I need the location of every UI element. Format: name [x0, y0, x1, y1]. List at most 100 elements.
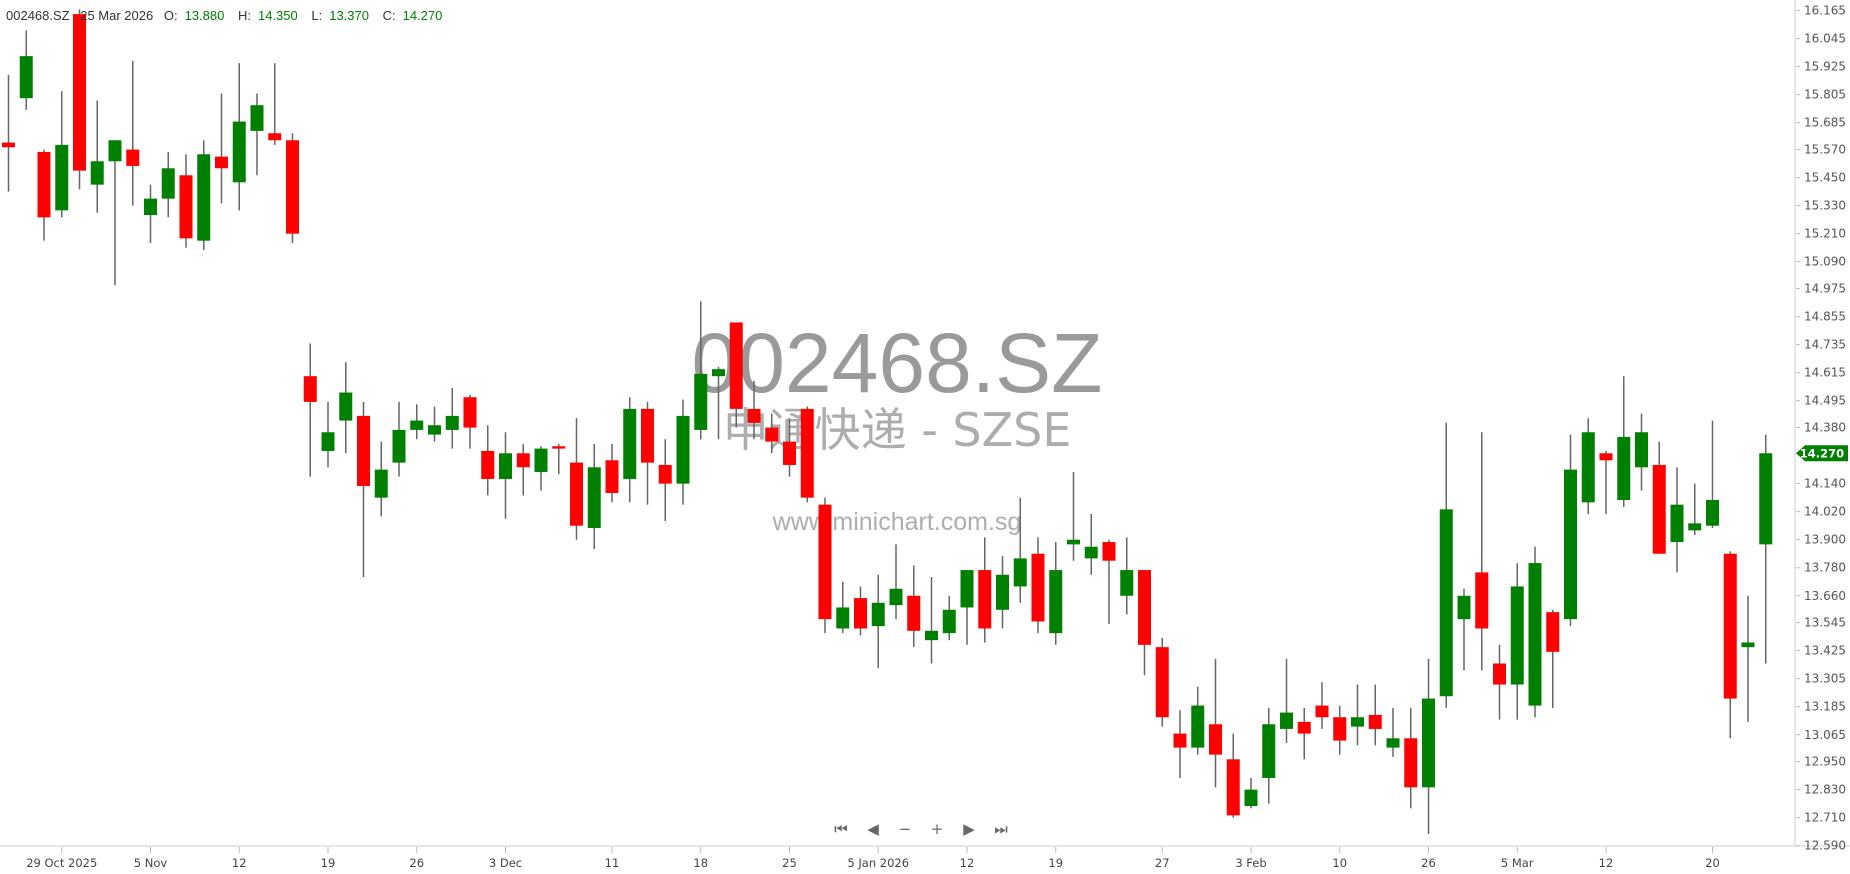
watermark-name: 申通快递 - SZSE [723, 403, 1072, 457]
y-tick-label: 15.330 [1804, 199, 1846, 213]
y-tick-label: 15.805 [1804, 88, 1846, 102]
candle-body [1386, 738, 1400, 748]
candle-body [960, 570, 974, 608]
candle [250, 93, 264, 176]
candle [1244, 777, 1258, 809]
candle-body [587, 467, 601, 529]
candle-body [658, 464, 672, 484]
candle [1493, 644, 1506, 720]
y-tick-label: 14.380 [1804, 421, 1846, 435]
candle [445, 387, 459, 449]
candle [1031, 537, 1045, 634]
candle [1209, 658, 1222, 788]
prev-button[interactable]: ◀ [867, 820, 879, 838]
last-price-tag: 14.270 [1796, 445, 1848, 462]
candle [960, 570, 974, 645]
candle-body [1297, 721, 1311, 734]
candle [978, 537, 992, 643]
candle-body [499, 453, 512, 479]
y-tick-label: 13.065 [1804, 728, 1846, 742]
candle-body [712, 369, 725, 377]
candle [712, 366, 725, 440]
candle [73, 9, 86, 190]
candle [428, 406, 441, 442]
candle-body [1404, 738, 1418, 788]
candle-body [1528, 563, 1542, 706]
x-axis: 29 Oct 2025 5 Nov 12 19 26 3 Dec 11 18 25 5 Jan 2… [26, 847, 1720, 870]
candle [1457, 588, 1471, 671]
zoom-in-button[interactable]: + [930, 820, 944, 838]
candle [1262, 707, 1276, 804]
candle-body [623, 408, 637, 479]
x-tick-label: 18 [693, 856, 708, 870]
candle-body [1173, 733, 1187, 748]
candle [1120, 537, 1134, 615]
candle-body [250, 105, 264, 131]
candle [499, 432, 512, 519]
candle-body [1670, 504, 1684, 543]
candle [552, 443, 566, 475]
candle-body [800, 408, 814, 498]
candle [676, 399, 690, 505]
y-tick-label: 15.210 [1804, 227, 1846, 241]
candle [1297, 707, 1311, 760]
symbol-label: 002468.SZ [6, 8, 70, 23]
first-button[interactable]: ⏮ [834, 820, 848, 838]
y-tick-label: 13.900 [1804, 533, 1846, 547]
candle-body [232, 121, 246, 183]
candle-body [1315, 705, 1329, 718]
watermark-site: www.minichart.com.sg [772, 508, 1022, 536]
y-tick-label: 14.140 [1804, 477, 1846, 491]
candle [1102, 539, 1116, 624]
y-tick-label: 15.570 [1804, 143, 1846, 157]
candle [1546, 609, 1560, 708]
y-tick-label: 12.710 [1804, 811, 1846, 825]
candle-body [445, 415, 459, 430]
candle [126, 60, 140, 206]
candle [1688, 483, 1702, 536]
zoom-out-button[interactable]: − [898, 820, 912, 838]
y-tick-label: 13.545 [1804, 616, 1846, 630]
candle [463, 394, 477, 449]
last-price-tag-shape [1796, 445, 1848, 462]
candle [836, 581, 850, 634]
candle [374, 441, 388, 517]
candle [1084, 514, 1098, 575]
candle [1013, 497, 1027, 603]
x-tick-label: 10 [1332, 856, 1347, 870]
x-tick-label: 29 Oct 2025 [26, 856, 97, 870]
candle-body [1226, 759, 1240, 816]
candle-body [871, 602, 885, 627]
candle-body [1209, 724, 1222, 755]
high-value: 14.350 [257, 8, 298, 23]
candle-body [1244, 789, 1258, 807]
candle-body [1439, 509, 1453, 697]
candle-body [1067, 539, 1080, 545]
candle-body [286, 140, 299, 234]
candle-body [783, 441, 796, 465]
candle-body [765, 427, 779, 442]
next-button[interactable]: ▶ [963, 820, 975, 838]
candle [1510, 563, 1524, 720]
candle-body [1422, 698, 1435, 788]
last-button[interactable]: ⏭ [994, 820, 1008, 838]
candle-body [836, 607, 850, 629]
y-tick-label: 12.590 [1804, 839, 1846, 853]
candle-body [1741, 642, 1755, 648]
candle-body [161, 168, 175, 199]
candle-body [925, 630, 938, 641]
candle [783, 418, 796, 477]
x-tick-label: 12 [1599, 856, 1614, 870]
candle [1581, 418, 1595, 515]
ohlc-header: 002468.SZ 25 Mar 2026 O: 13.880 H: 14.350 … [6, 8, 452, 23]
candle [587, 443, 601, 550]
x-tick-label: 27 [1155, 856, 1170, 870]
candle [410, 404, 424, 440]
candle-body [1049, 570, 1063, 634]
candle-body [1706, 499, 1719, 526]
candle [1351, 684, 1364, 746]
candle [534, 446, 548, 491]
candle-body [1333, 717, 1347, 741]
candle-body [996, 574, 1009, 610]
